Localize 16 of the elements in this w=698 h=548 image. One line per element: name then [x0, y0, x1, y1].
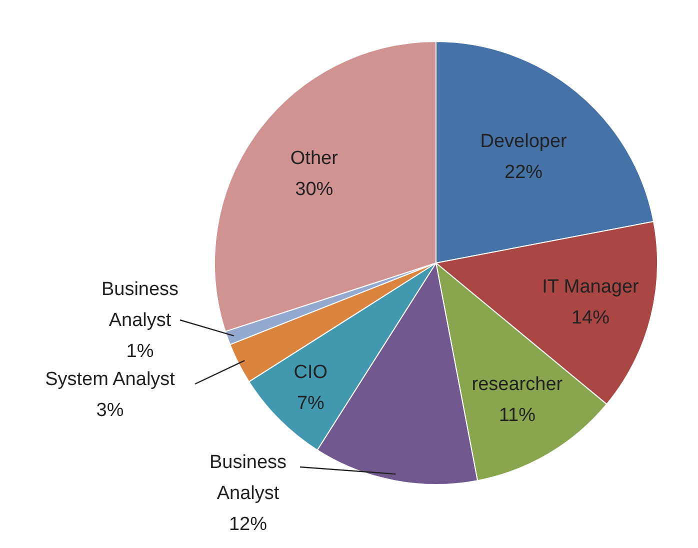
data-label: 30%: [295, 179, 334, 200]
slice-label: Business Analyst: [209, 452, 287, 504]
slice-label: researcher: [472, 374, 564, 396]
data-label: 12%: [228, 514, 268, 536]
data-label: 3%: [96, 400, 124, 422]
slice-label: Developer: [480, 130, 568, 152]
slice-label: CIO: [294, 362, 328, 384]
data-label: 1%: [126, 341, 154, 362]
slice-label: Other: [290, 148, 339, 170]
slice-label: System Analyst: [45, 369, 176, 390]
slice-label: Business Analyst: [101, 279, 179, 332]
data-label: 11%: [498, 405, 536, 426]
data-label: 22%: [504, 162, 543, 183]
slice-label: IT Manager: [542, 276, 640, 298]
data-label: 7%: [296, 393, 325, 414]
data-label: 14%: [571, 307, 610, 328]
